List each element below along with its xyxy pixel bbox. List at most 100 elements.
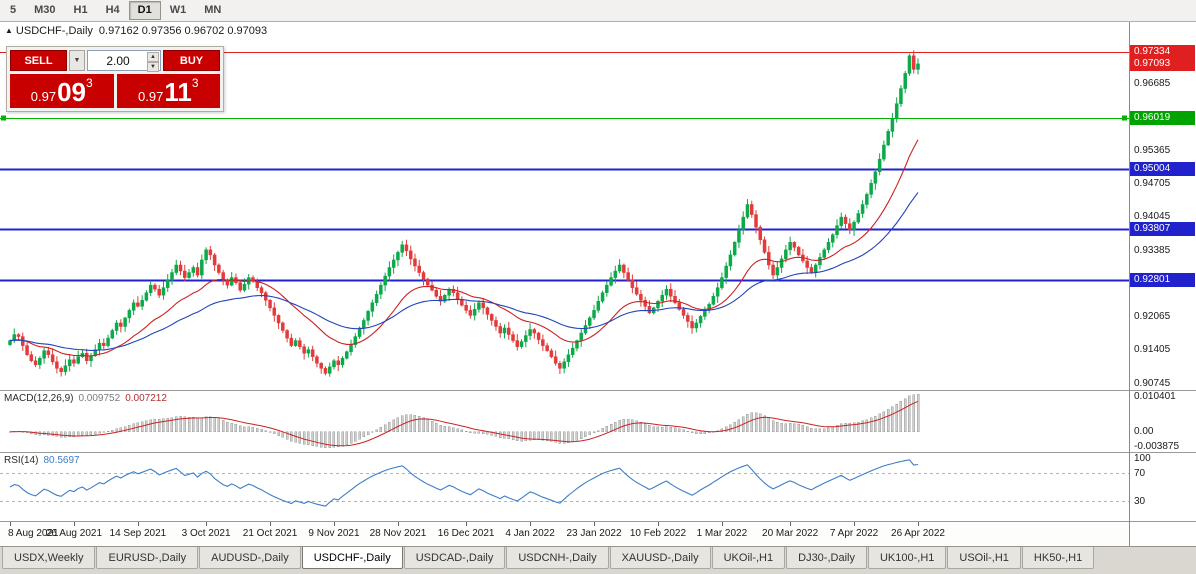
rsi-line (9, 459, 919, 507)
tab-eurusd-daily[interactable]: EURUSD-,Daily (96, 547, 199, 569)
date-axis[interactable]: 8 Aug 2021 26 Aug 2021 14 Sep 2021 3 Oct 20… (0, 521, 1129, 546)
candlestick-chart[interactable] (0, 22, 1129, 390)
volume-stepper: ▲ ▼ (147, 52, 159, 72)
timeframe-button-d1[interactable]: D1 (128, 1, 161, 20)
date-label: 8 Aug 2021 (8, 528, 59, 539)
hline-handle[interactable] (1122, 115, 1127, 121)
volume-decrease-button[interactable]: ▼ (147, 62, 159, 72)
macd-axis-label: -0.003875 (1134, 441, 1180, 452)
ohlc-readout: 0.97162 0.97356 0.96702 0.97093 (98, 25, 268, 37)
tab-usdx-weekly[interactable]: USDX,Weekly (2, 547, 96, 569)
date-label: 10 Feb 2022 (629, 528, 687, 539)
macd-main-value: 0.009752 (78, 393, 121, 404)
sell-price-big: 09 (57, 77, 87, 107)
rsi-axis-label: 30 (1134, 495, 1146, 507)
date-tick (466, 522, 467, 526)
macd-chart[interactable] (0, 391, 1129, 452)
date-tick (10, 522, 11, 526)
date-label: 23 Jan 2022 (566, 528, 622, 539)
price-tick: 0.93385 (1134, 244, 1171, 256)
rsi-value: 80.5697 (43, 455, 80, 466)
date-tick (918, 522, 919, 526)
price-badge: 0.95004 (1130, 161, 1195, 176)
timeframe-button-h1[interactable]: H1 (73, 4, 88, 16)
date-tick (594, 522, 595, 526)
one-click-trading-panel: SELL ▼ ▲ ▼ BUY 0.97 (6, 46, 224, 112)
price-tick: 0.90745 (1134, 377, 1171, 389)
date-tick (658, 522, 659, 526)
rsi-pane[interactable]: RSI(14) 80.5697 (0, 452, 1129, 521)
date-tick (722, 522, 723, 526)
chart-workspace: ▲ USDCHF-,Daily 0.97162 0.97356 0.96702 0.… (0, 22, 1196, 546)
axis-corner (1130, 521, 1196, 546)
collapse-caret-icon[interactable]: ▲ (5, 26, 13, 35)
macd-axis-label: 0.00 (1134, 425, 1154, 437)
price-tick: 0.94045 (1134, 211, 1171, 223)
hline-handle[interactable] (1, 115, 6, 121)
volume-increase-button[interactable]: ▲ (147, 52, 159, 62)
tab-usdcnh-daily[interactable]: USDCNH-,Daily (506, 547, 609, 569)
macd-pane[interactable]: MACD(12,26,9) 0.009752 0.007212 (0, 390, 1129, 452)
timeframe-button-5[interactable]: 5 (10, 4, 17, 16)
date-label: 9 Nov 2021 (308, 528, 360, 539)
price-axis-column: 0.96685 0.95365 0.94705 0.94045 0.93385 0.920… (1129, 22, 1196, 546)
tab-usdcad-daily[interactable]: USDCAD-,Daily (403, 547, 506, 569)
tab-usoil-h1[interactable]: USOil-,H1 (947, 547, 1021, 569)
tab-usdchf-daily[interactable]: USDCHF-,Daily (301, 547, 403, 569)
chevron-down-icon: ▼ (73, 57, 81, 64)
date-label: 21 Oct 2021 (242, 528, 298, 539)
timeframe-button-w1[interactable]: W1 (169, 4, 187, 16)
date-label: 1 Mar 2022 (696, 528, 748, 539)
price-tick: 0.95365 (1134, 144, 1171, 156)
date-label: 3 Oct 2021 (181, 528, 231, 539)
chart-tab-bar: USDX,Weekly EURUSD-,Daily AUDUSD-,Daily USD… (0, 546, 1196, 574)
macd-signal-line (10, 400, 919, 447)
sell-price-display[interactable]: 0.97 09 3 (10, 74, 114, 108)
price-badge: 0.92801 (1130, 273, 1195, 288)
horizontal-lines[interactable] (0, 52, 1129, 282)
macd-label: MACD(12,26,9) 0.009752 0.007212 (4, 393, 167, 404)
tab-audusd-daily[interactable]: AUDUSD-,Daily (199, 547, 301, 569)
date-tick (530, 522, 531, 526)
macd-signal-value: 0.007212 (125, 393, 167, 404)
chart-canvas[interactable]: ▲ USDCHF-,Daily 0.97162 0.97356 0.96702 0.… (0, 22, 1129, 546)
rsi-axis: 100 70 30 (1130, 452, 1196, 521)
sell-button[interactable]: SELL (10, 50, 67, 71)
moving-average-20[interactable] (9, 139, 919, 357)
rsi-axis-label: 100 (1134, 453, 1151, 464)
rsi-chart[interactable] (0, 453, 1129, 521)
volume-dropdown-button[interactable]: ▼ (69, 50, 85, 71)
tab-dj30-daily[interactable]: DJ30-,Daily (786, 547, 867, 569)
timeframe-button-m30[interactable]: M30 (34, 4, 56, 16)
sell-price-prefix: 0.97 (30, 89, 57, 104)
buy-price-prefix: 0.97 (138, 89, 164, 104)
date-tick (206, 522, 207, 526)
date-tick (74, 522, 75, 526)
buy-button[interactable]: BUY (163, 50, 220, 71)
date-tick (854, 522, 855, 526)
date-label: 20 Mar 2022 (762, 528, 819, 539)
price-axis[interactable]: 0.96685 0.95365 0.94705 0.94045 0.93385 0.920… (1130, 22, 1196, 390)
date-label: 28 Nov 2021 (369, 528, 427, 539)
price-tick: 0.92065 (1134, 311, 1171, 323)
timeframe-button-mn[interactable]: MN (204, 4, 222, 16)
tab-ukoil-h1[interactable]: UKOil-,H1 (711, 547, 786, 569)
buy-price-display[interactable]: 0.97 11 3 (116, 74, 220, 108)
date-label: 7 Apr 2022 (829, 528, 879, 539)
tab-uk100-h1[interactable]: UK100-,H1 (867, 547, 947, 569)
rsi-label: RSI(14) 80.5697 (4, 455, 80, 466)
date-tick (790, 522, 791, 526)
price-pane[interactable]: ▲ USDCHF-,Daily 0.97162 0.97356 0.96702 0.… (0, 22, 1129, 390)
tab-hk50-h1[interactable]: HK50-,H1 (1021, 547, 1095, 569)
buy-price-big: 11 (164, 77, 192, 107)
price-tick: 0.94705 (1134, 178, 1171, 190)
date-label: 26 Aug 2021 (45, 528, 103, 539)
moving-average-45[interactable] (9, 192, 919, 351)
price-badge: 0.97334 (1130, 44, 1195, 59)
buy-price-sup: 3 (191, 76, 199, 90)
tab-xauusd-daily[interactable]: XAUUSD-,Daily (609, 547, 711, 569)
volume-input[interactable] (88, 51, 160, 70)
date-tick (270, 522, 271, 526)
timeframe-button-h4[interactable]: H4 (105, 4, 120, 16)
